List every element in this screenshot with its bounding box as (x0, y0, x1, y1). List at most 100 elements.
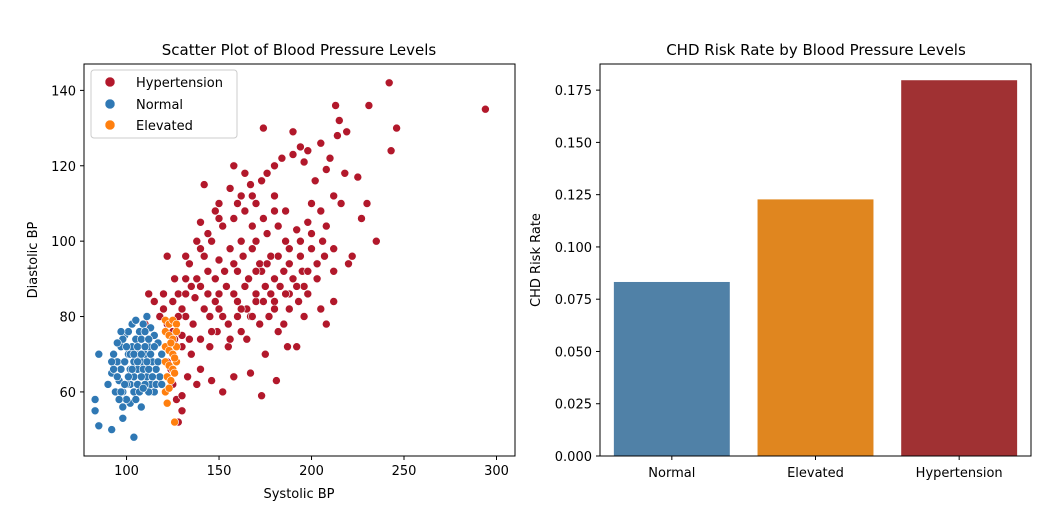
scatter-point-hypertension-52 (181, 274, 190, 284)
scatter-point-hypertension-56 (144, 289, 153, 299)
scatter-point-normal-52 (144, 364, 153, 374)
scatter-x-ticks: 100 150 200 250 300 (114, 456, 509, 479)
scatter-point-hypertension-39 (196, 218, 205, 227)
legend-marker-elevated (104, 119, 116, 131)
bar-y-ticks: 0.000 0.025 0.050 0.075 0.100 0.125 0.150 0.175 (555, 84, 600, 465)
scatter-point-hypertension-51 (196, 282, 205, 291)
scatter-point-hypertension-89 (187, 349, 196, 359)
scatter-point-hypertension-132 (288, 274, 298, 284)
scatter-point-hypertension-145 (275, 282, 285, 291)
scatter-point-hypertension-176 (159, 289, 168, 299)
scatter-point-hypertension-111 (174, 289, 183, 299)
scatter-point-normal-88 (140, 342, 150, 352)
scatter-point-hypertension-105 (233, 266, 242, 276)
scatter-point-normal-56 (122, 342, 131, 352)
scatter-point-hypertension-23 (316, 206, 326, 216)
scatter-point-hypertension-84 (329, 297, 339, 306)
scatter-point-hypertension-85 (321, 319, 331, 329)
bar-x-tick-label-hypertension: Hypertension (916, 466, 1003, 481)
scatter-point-normal-86 (133, 357, 142, 367)
scatter-point-hypertension-189 (296, 236, 305, 246)
scatter-point-hypertension-131 (279, 266, 289, 276)
scatter-point-hypertension-76 (246, 368, 255, 378)
scatter-point-hypertension-32 (246, 180, 255, 189)
bar-title: CHD Risk Rate by Blood Pressure Levels (666, 41, 966, 59)
scatter-point-hypertension-41 (347, 251, 357, 261)
bar-normal (613, 281, 730, 457)
scatter-point-elevated-3 (172, 319, 181, 329)
scatter-point-hypertension-174 (181, 251, 190, 261)
scatter-point-hypertension-47 (270, 297, 279, 306)
scatter-point-normal-4 (107, 425, 116, 434)
scatter-x-tick-label-0: 100 (114, 464, 139, 479)
scatter-point-normal-2 (90, 406, 100, 416)
scatter-point-hypertension-31 (240, 169, 250, 178)
scatter-point-normal-0 (94, 349, 104, 359)
scatter-point-hypertension-68 (177, 406, 187, 416)
scatter-point-normal-73 (138, 383, 148, 393)
scatter-point-hypertension-135 (214, 304, 224, 314)
scatter-point-hypertension-187 (273, 251, 283, 261)
scatter-point-normal-87 (137, 349, 146, 359)
legend-marker-hypertension (104, 76, 116, 88)
scatter-point-hypertension-96 (236, 236, 246, 246)
bar-y-tick-label-5: 0.125 (555, 189, 592, 204)
scatter-point-normal-14 (124, 327, 133, 336)
scatter-point-hypertension-25 (357, 214, 366, 223)
bar-y-tick-label-7: 0.175 (555, 84, 592, 99)
scatter-point-hypertension-71 (196, 364, 205, 374)
scatter-point-hypertension-118 (251, 236, 261, 246)
scatter-point-normal-18 (138, 319, 148, 329)
scatter-point-hypertension-91 (181, 312, 190, 321)
scatter-point-hypertension-192 (329, 244, 339, 253)
scatter-point-hypertension-171 (214, 214, 224, 223)
scatter-point-normal-67 (113, 338, 122, 348)
scatter-point-hypertension-0 (384, 78, 394, 88)
scatter-point-normal-19 (142, 312, 152, 321)
scatter-y-tick-label-3: 120 (51, 160, 76, 175)
scatter-point-hypertension-59 (162, 251, 172, 261)
scatter-point-hypertension-181 (207, 327, 216, 336)
scatter-point-hypertension-29 (257, 176, 266, 186)
scatter-point-hypertension-34 (270, 191, 279, 201)
scatter-point-elevated-20 (164, 383, 174, 393)
scatter-point-hypertension-6 (342, 127, 352, 137)
scatter-point-hypertension-163 (283, 342, 292, 352)
scatter-point-hypertension-147 (294, 297, 303, 306)
scatter-point-hypertension-120 (273, 221, 283, 231)
scatter-point-hypertension-92 (190, 293, 200, 303)
scatter-point-hypertension-53 (168, 297, 178, 306)
scatter-point-hypertension-101 (292, 225, 302, 235)
scatter-point-hypertension-175 (170, 274, 179, 284)
scatter-x-tick-label-2: 200 (299, 464, 324, 479)
scatter-point-normal-5 (118, 413, 128, 423)
scatter-point-hypertension-108 (199, 304, 209, 314)
scatter-point-hypertension-124 (318, 236, 327, 246)
scatter-point-hypertension-33 (199, 180, 209, 189)
scatter-point-hypertension-97 (248, 221, 257, 231)
scatter-x-tick-label-3: 250 (392, 464, 417, 479)
scatter-y-tick-label-0: 60 (59, 386, 76, 401)
scatter-point-hypertension-107 (211, 297, 220, 306)
scatter-point-normal-49 (133, 342, 142, 352)
scatter-point-elevated-18 (170, 368, 179, 378)
scatter-y-tick-label-2: 100 (51, 235, 76, 250)
scatter-point-hypertension-20 (329, 191, 339, 201)
scatter-point-hypertension-13 (288, 150, 298, 159)
bar-chart: CHD Risk Rate by Blood Pressure Levels N… (529, 41, 1032, 481)
scatter-point-elevated-21 (162, 398, 172, 408)
scatter-point-hypertension-93 (203, 266, 213, 276)
scatter-point-hypertension-40 (371, 236, 381, 246)
scatter-point-normal-53 (148, 372, 157, 382)
scatter-point-hypertension-79 (292, 342, 302, 352)
scatter-point-hypertension-151 (177, 304, 187, 314)
scatter-point-hypertension-140 (229, 259, 239, 269)
scatter-point-normal-69 (103, 380, 113, 389)
scatter-point-hypertension-121 (284, 259, 294, 269)
scatter-point-hypertension-5 (334, 116, 344, 125)
legend-frame (90, 69, 238, 139)
scatter-point-hypertension-141 (238, 251, 248, 261)
scatter-point-hypertension-136 (192, 274, 202, 284)
scatter-point-hypertension-35 (251, 199, 261, 208)
